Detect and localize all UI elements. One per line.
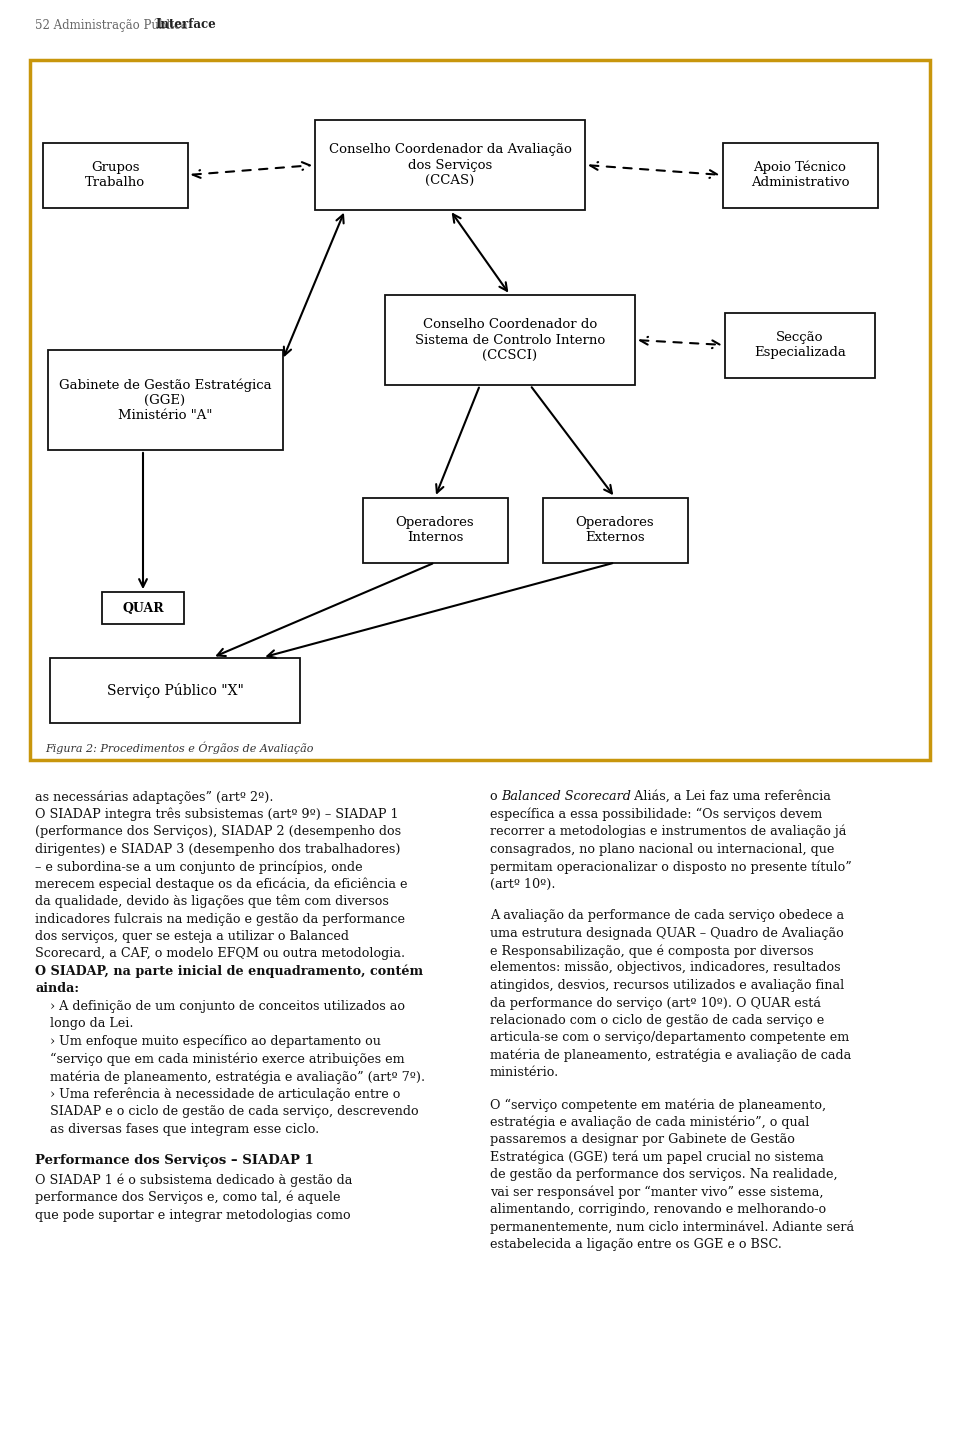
Text: alimentando, corrigindo, renovando e melhorando-o: alimentando, corrigindo, renovando e mel… (490, 1202, 827, 1216)
Text: ainda:: ainda: (35, 983, 79, 996)
Bar (30, 60, 930, 760)
Bar (42, 142, 187, 208)
Text: relacionado com o ciclo de gestão de cada serviço e: relacionado com o ciclo de gestão de cad… (490, 1013, 825, 1027)
Text: Operadores
Internos: Operadores Internos (396, 516, 474, 544)
Text: Performance dos Serviços – SIADAP 1: Performance dos Serviços – SIADAP 1 (35, 1154, 314, 1168)
Text: articula-se com o serviço/departamento competente em: articula-se com o serviço/departamento c… (490, 1031, 850, 1044)
Text: da qualidade, devido às ligações que têm com diversos: da qualidade, devido às ligações que têm… (35, 896, 389, 909)
Text: SIADAP e o ciclo de gestão de cada serviço, descrevendo: SIADAP e o ciclo de gestão de cada servi… (50, 1105, 419, 1118)
Text: as diversas fases que integram esse ciclo.: as diversas fases que integram esse cicl… (50, 1122, 320, 1136)
Bar (47, 350, 282, 449)
Text: uma estrutura designada QUAR – Quadro de Avaliação: uma estrutura designada QUAR – Quadro de… (490, 926, 844, 939)
Text: Conselho Coordenador da Avaliação
dos Serviços
(CCAS): Conselho Coordenador da Avaliação dos Se… (328, 144, 571, 186)
Text: estratégia e avaliação de cada ministério”, o qual: estratégia e avaliação de cada ministéri… (490, 1115, 809, 1128)
Text: Gabinete de Gestão Estratégica
(GGE)
Ministério "A": Gabinete de Gestão Estratégica (GGE) Min… (59, 378, 272, 422)
Text: › A definição de um conjunto de conceitos utilizados ao: › A definição de um conjunto de conceito… (50, 1000, 405, 1013)
Text: longo da Lei.: longo da Lei. (50, 1018, 133, 1031)
Text: – e subordina-se a um conjunto de princípios, onde: – e subordina-se a um conjunto de princí… (35, 859, 363, 874)
Bar (542, 497, 687, 563)
Bar (102, 592, 184, 624)
Text: O SIADAP 1 é o subsistema dedicado à gestão da: O SIADAP 1 é o subsistema dedicado à ges… (35, 1173, 352, 1186)
Text: O “serviço competente em matéria de planeamento,: O “serviço competente em matéria de plan… (490, 1098, 827, 1111)
Text: “serviço que em cada ministério exerce atribuições em: “serviço que em cada ministério exerce a… (50, 1053, 404, 1066)
Text: consagrados, no plano nacional ou internacional, que: consagrados, no plano nacional ou intern… (490, 842, 834, 855)
Text: matéria de planeamento, estratégia e avaliação de cada: matéria de planeamento, estratégia e ava… (490, 1048, 852, 1063)
Text: QUAR: QUAR (122, 602, 164, 615)
Text: recorrer a metodologias e instrumentos de avaliação já: recorrer a metodologias e instrumentos d… (490, 824, 847, 839)
Text: vai ser responsável por “manter vivo” esse sistema,: vai ser responsável por “manter vivo” es… (490, 1185, 824, 1200)
Text: A avaliação da performance de cada serviço obedece a: A avaliação da performance de cada servi… (490, 909, 844, 922)
Text: indicadores fulcrais na medição e gestão da performance: indicadores fulcrais na medição e gestão… (35, 913, 405, 926)
Bar (50, 657, 300, 723)
Text: elementos: missão, objectivos, indicadores, resultados: elementos: missão, objectivos, indicador… (490, 961, 841, 974)
Bar (363, 497, 508, 563)
Text: ministério.: ministério. (490, 1066, 560, 1079)
Text: Interface: Interface (155, 17, 216, 31)
Text: o: o (490, 790, 502, 803)
Text: de gestão da performance dos serviços. Na realidade,: de gestão da performance dos serviços. N… (490, 1168, 838, 1181)
Text: Conselho Coordenador do
Sistema de Controlo Interno
(CCSCI): Conselho Coordenador do Sistema de Contr… (415, 318, 605, 362)
Text: › Um enfoque muito específico ao departamento ou: › Um enfoque muito específico ao departa… (50, 1035, 381, 1048)
Text: Apoio Técnico
Administrativo: Apoio Técnico Administrativo (751, 161, 850, 189)
Text: . Aliás, a Lei faz uma referência: . Aliás, a Lei faz uma referência (626, 790, 830, 803)
Text: Estratégica (GGE) terá um papel crucial no sistema: Estratégica (GGE) terá um papel crucial … (490, 1150, 824, 1165)
Text: estabelecida a ligação entre os GGE e o BSC.: estabelecida a ligação entre os GGE e o … (490, 1237, 781, 1250)
Text: permanentemente, num ciclo interminável. Adiante será: permanentemente, num ciclo interminável.… (490, 1220, 854, 1234)
Text: e Responsabilização, que é composta por diversos: e Responsabilização, que é composta por … (490, 944, 814, 958)
Text: O SIADAP integra três subsistemas (artº 9º) – SIADAP 1: O SIADAP integra três subsistemas (artº … (35, 807, 398, 822)
Text: Secção
Especializada: Secção Especializada (754, 332, 846, 359)
Bar (385, 295, 635, 385)
Text: performance dos Serviços e, como tal, é aquele: performance dos Serviços e, como tal, é … (35, 1191, 341, 1204)
Text: dos serviços, quer se esteja a utilizar o Balanced: dos serviços, quer se esteja a utilizar … (35, 931, 349, 944)
Text: Figura 2: Procedimentos e Órgãos de Avaliação: Figura 2: Procedimentos e Órgãos de Aval… (45, 742, 314, 755)
Text: Balanced Scorecard: Balanced Scorecard (501, 790, 631, 803)
Text: › Uma referência à necessidade de articulação entre o: › Uma referência à necessidade de articu… (50, 1088, 400, 1101)
Text: que pode suportar e integrar metodologias como: que pode suportar e integrar metodologia… (35, 1208, 350, 1221)
Text: 52 Administração Pública: 52 Administração Pública (35, 17, 191, 32)
Text: da performance do serviço (artº 10º). O QUAR está: da performance do serviço (artº 10º). O … (490, 996, 821, 1011)
Text: (artº 10º).: (artº 10º). (490, 878, 556, 890)
Text: passaremos a designar por Gabinete de Gestão: passaremos a designar por Gabinete de Ge… (490, 1133, 795, 1146)
Text: Operadores
Externos: Operadores Externos (576, 516, 655, 544)
Text: (performance dos Serviços), SIADAP 2 (desempenho dos: (performance dos Serviços), SIADAP 2 (de… (35, 824, 401, 838)
Text: permitam operacionalizar o disposto no presente título”: permitam operacionalizar o disposto no p… (490, 859, 852, 874)
Text: as necessárias adaptações” (artº 2º).: as necessárias adaptações” (artº 2º). (35, 790, 274, 804)
Bar (723, 142, 877, 208)
Bar (315, 121, 585, 209)
Text: Scorecard, a CAF, o modelo EFQM ou outra metodologia.: Scorecard, a CAF, o modelo EFQM ou outra… (35, 948, 405, 961)
Text: matéria de planeamento, estratégia e avaliação” (artº 7º).: matéria de planeamento, estratégia e ava… (50, 1070, 425, 1083)
Text: atingidos, desvios, recursos utilizados e avaliação final: atingidos, desvios, recursos utilizados … (490, 979, 844, 992)
Text: dirigentes) e SIADAP 3 (desempenho dos trabalhadores): dirigentes) e SIADAP 3 (desempenho dos t… (35, 842, 400, 855)
Text: específica a essa possibilidade: “Os serviços devem: específica a essa possibilidade: “Os ser… (490, 807, 823, 822)
Text: Grupos
Trabalho: Grupos Trabalho (84, 161, 145, 189)
Text: merecem especial destaque os da eficácia, da eficiência e: merecem especial destaque os da eficácia… (35, 878, 407, 891)
Bar (725, 313, 875, 378)
Text: O SIADAP, na parte inicial de enquadramento, contém: O SIADAP, na parte inicial de enquadrame… (35, 965, 423, 979)
Text: Serviço Público "X": Serviço Público "X" (107, 682, 244, 698)
